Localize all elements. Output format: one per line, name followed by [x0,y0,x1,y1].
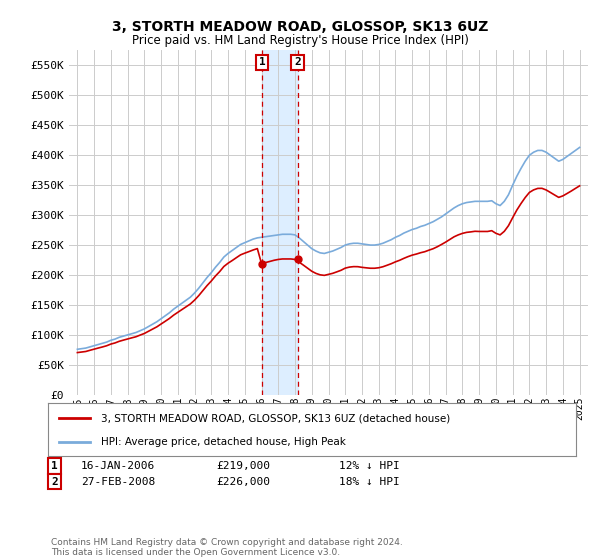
Text: £219,000: £219,000 [216,461,270,471]
Text: HPI: Average price, detached house, High Peak: HPI: Average price, detached house, High… [101,436,346,446]
Text: £226,000: £226,000 [216,477,270,487]
Text: 1: 1 [259,57,266,67]
Text: 1: 1 [51,461,58,471]
Text: 3, STORTH MEADOW ROAD, GLOSSOP, SK13 6UZ: 3, STORTH MEADOW ROAD, GLOSSOP, SK13 6UZ [112,20,488,34]
Text: 27-FEB-2008: 27-FEB-2008 [81,477,155,487]
Text: 2: 2 [51,477,58,487]
Text: 16-JAN-2006: 16-JAN-2006 [81,461,155,471]
Text: 18% ↓ HPI: 18% ↓ HPI [339,477,400,487]
Text: Contains HM Land Registry data © Crown copyright and database right 2024.
This d: Contains HM Land Registry data © Crown c… [51,538,403,557]
Text: 12% ↓ HPI: 12% ↓ HPI [339,461,400,471]
Text: 2: 2 [294,57,301,67]
Text: 3, STORTH MEADOW ROAD, GLOSSOP, SK13 6UZ (detached house): 3, STORTH MEADOW ROAD, GLOSSOP, SK13 6UZ… [101,413,450,423]
Text: Price paid vs. HM Land Registry's House Price Index (HPI): Price paid vs. HM Land Registry's House … [131,34,469,46]
Bar [262,50,298,395]
